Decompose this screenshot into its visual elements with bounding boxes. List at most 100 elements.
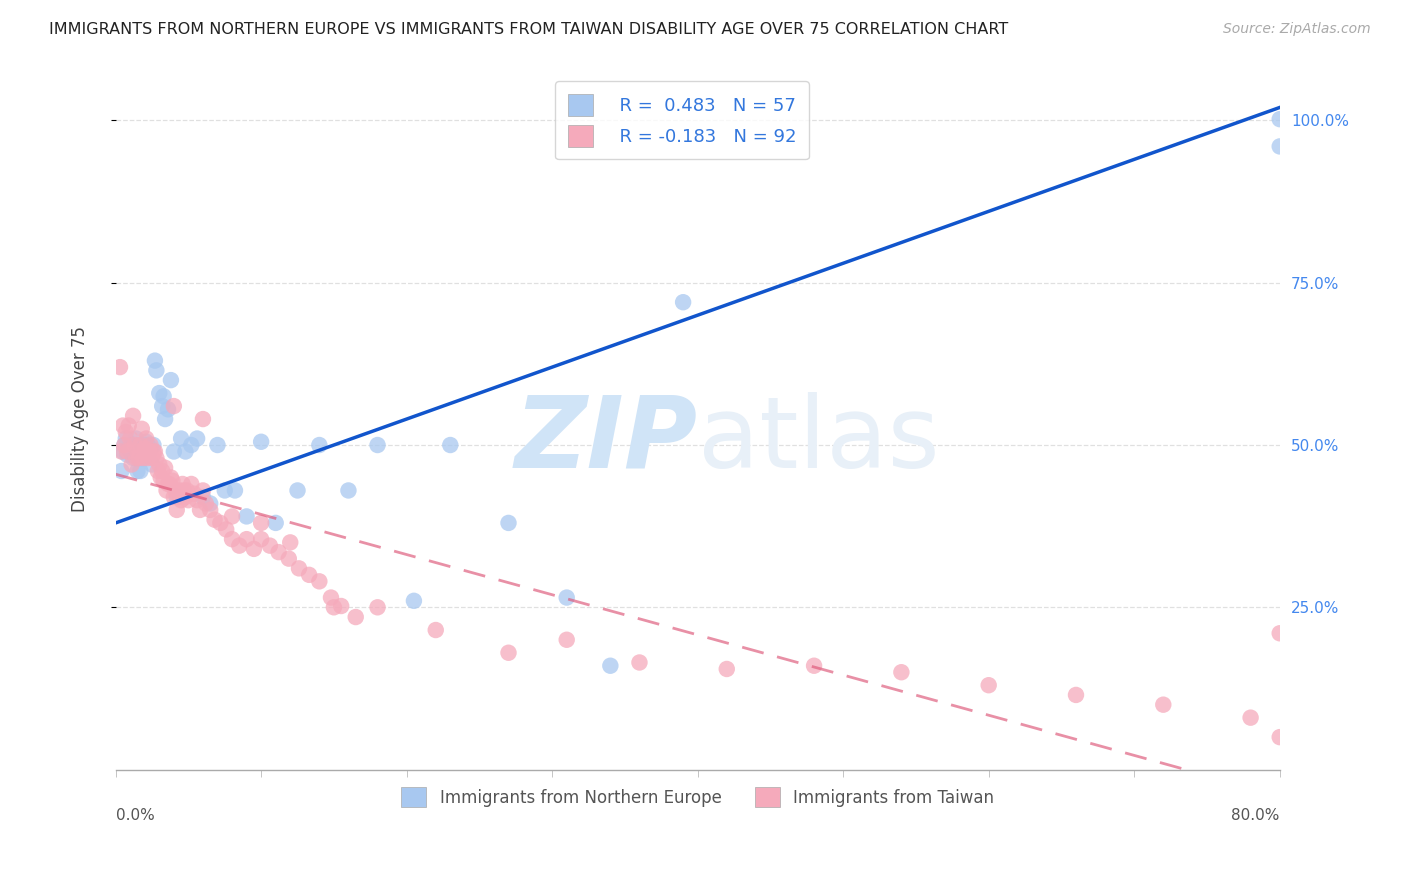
Point [132,450,155,465]
Point [221,532,243,546]
Point [142,444,165,458]
Point [224,483,246,498]
Point [114,425,136,439]
Point [367,438,389,452]
Point [337,483,360,498]
Point [176,483,198,498]
Point [174,490,197,504]
Point [200,496,222,510]
Text: 0.0%: 0.0% [115,808,155,823]
Point [138,444,160,458]
Point [1239,711,1261,725]
Point [308,574,330,589]
Point [117,444,139,458]
Point [150,399,173,413]
Point [121,458,143,472]
Text: IMMIGRANTS FROM NORTHERN EUROPE VS IMMIGRANTS FROM TAIWAN DISABILITY AGE OVER 75: IMMIGRANTS FROM NORTHERN EUROPE VS IMMIG… [49,22,1008,37]
Point [267,545,290,559]
Point [134,438,156,452]
Point [127,464,149,478]
Point [128,444,150,458]
Point [204,513,226,527]
Point [139,442,162,456]
Point [319,591,342,605]
Point [120,432,142,446]
Point [191,483,214,498]
Point [977,678,1000,692]
Point [141,458,163,472]
Point [183,486,205,500]
Point [156,477,179,491]
Point [141,450,163,465]
Point [122,409,145,423]
Point [156,402,179,417]
Point [134,442,156,456]
Point [131,422,153,436]
Point [159,477,181,491]
Point [129,464,152,478]
Point [145,363,167,377]
Point [344,610,367,624]
Point [114,432,136,446]
Point [150,464,173,478]
Point [200,503,222,517]
Point [163,444,186,458]
Point [167,490,190,504]
Point [155,483,177,498]
Point [287,483,309,498]
Point [322,600,344,615]
Point [330,599,353,613]
Point [135,434,157,449]
Point [498,646,520,660]
Point [125,432,148,446]
Point [278,535,301,549]
Point [243,541,266,556]
Point [163,490,186,504]
Point [143,444,166,458]
Point [145,450,167,465]
Point [498,516,520,530]
Point [207,438,229,452]
Point [180,438,202,452]
Point [1268,112,1291,127]
Point [127,444,149,458]
Point [250,532,273,546]
Point [172,477,194,491]
Point [890,665,912,680]
Y-axis label: Disability Age Over 75: Disability Age Over 75 [72,326,89,512]
Point [174,444,197,458]
Point [135,432,157,446]
Point [367,600,389,615]
Point [139,438,162,452]
Point [186,493,208,508]
Point [264,516,287,530]
Point [228,539,250,553]
Text: atlas: atlas [697,392,939,489]
Point [209,516,232,530]
Text: ZIP: ZIP [515,392,697,489]
Point [138,444,160,458]
Point [152,389,174,403]
Point [194,496,217,510]
Point [170,432,193,446]
Point [122,450,145,465]
Point [166,490,188,504]
Point [298,567,321,582]
Point [149,470,172,484]
Point [215,523,238,537]
Point [118,418,141,433]
Point [170,493,193,508]
Point [191,412,214,426]
Point [152,474,174,488]
Point [169,483,191,498]
Point [163,399,186,413]
Point [125,450,148,465]
Point [186,432,208,446]
Point [1064,688,1087,702]
Point [599,658,621,673]
Legend: Immigrants from Northern Europe, Immigrants from Taiwan: Immigrants from Northern Europe, Immigra… [395,780,1001,814]
Point [1268,626,1291,640]
Point [129,438,152,452]
Point [142,438,165,452]
Point [143,353,166,368]
